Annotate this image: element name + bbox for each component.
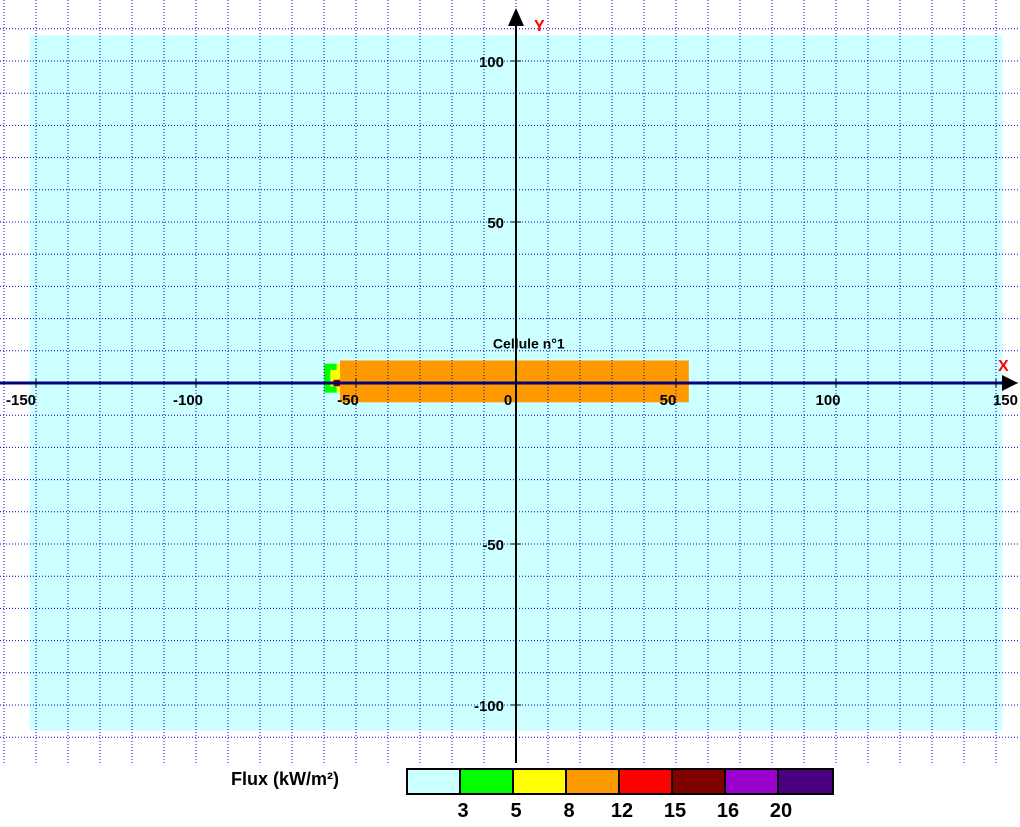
y-axis-arrow (508, 8, 524, 26)
tick-labels: -150 -100 -50 0 50 100 150 100 50 -50 -100 (6, 54, 1018, 715)
legend-swatch (408, 770, 461, 793)
x-tick-label: 0 (504, 392, 512, 409)
y-axis-label: Y (534, 18, 545, 35)
legend-swatch (567, 770, 620, 793)
legend-color-bar (406, 768, 834, 795)
flux-zone-yellow-edge (330, 370, 337, 387)
legend-swatch (461, 770, 514, 793)
legend-swatch (779, 770, 832, 793)
legend-tick-label: 15 (663, 800, 687, 822)
flux-zone-yellow-edge-2 (336, 363, 340, 393)
x-tick-label: 150 (993, 392, 1018, 409)
x-tick-label: -150 (6, 392, 36, 409)
axes: XY (0, 8, 1018, 763)
y-tick-label: -50 (482, 537, 504, 554)
x-tick-label: -100 (173, 392, 203, 409)
flux-zone-green-edge-top (330, 363, 337, 371)
x-tick-label: 50 (660, 392, 677, 409)
cell-annotation: Cellule n°1 (493, 335, 565, 351)
legend-swatch (620, 770, 673, 793)
legend-title: Flux (kW/m²) (231, 769, 339, 789)
y-tick-label: 100 (479, 54, 504, 71)
legend-swatch (514, 770, 567, 793)
legend-tick-label: 20 (769, 800, 793, 822)
flux-legend: Flux (kW/m²) 3 5 8 12 15 16 20 (0, 763, 1020, 827)
legend-tick-label: 8 (563, 800, 575, 822)
x-axis-arrow (1002, 375, 1018, 391)
legend-tick-label: 16 (716, 800, 740, 822)
flux-zone-green-edge (324, 363, 331, 393)
annotations: Cellule n°1 (493, 335, 565, 351)
y-tick-label: 50 (487, 215, 504, 232)
x-axis-label: X (998, 358, 1009, 375)
flux-zone-orange (340, 360, 689, 403)
x-tick-label: 100 (815, 392, 840, 409)
legend-tick-label: 12 (610, 800, 634, 822)
legend-swatch (726, 770, 779, 793)
legend-tick-label: 3 (457, 800, 469, 822)
flux-zones (324, 360, 689, 403)
y-tick-label: -100 (474, 698, 504, 715)
legend-tick-label: 5 (510, 800, 522, 822)
flux-zone-green-edge-bottom (330, 386, 337, 393)
x-tick-label: -50 (337, 392, 359, 409)
legend-swatch (673, 770, 726, 793)
